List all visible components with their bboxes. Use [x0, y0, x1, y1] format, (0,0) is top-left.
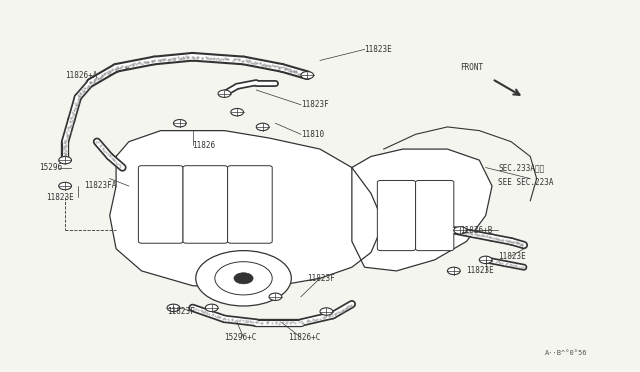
Text: FRONT: FRONT: [460, 63, 483, 72]
Circle shape: [218, 90, 231, 97]
Text: 11826+C: 11826+C: [288, 333, 321, 342]
Text: SEE SEC.223A: SEE SEC.223A: [499, 178, 554, 187]
Text: 11823FA: 11823FA: [84, 182, 116, 190]
Text: 15296: 15296: [40, 163, 63, 172]
Text: 11826: 11826: [193, 141, 216, 150]
Circle shape: [173, 119, 186, 127]
Circle shape: [447, 267, 460, 275]
Circle shape: [301, 71, 314, 79]
Circle shape: [196, 251, 291, 306]
Circle shape: [320, 308, 333, 315]
FancyBboxPatch shape: [378, 180, 415, 251]
Text: A··B^°0°56: A··B^°0°56: [545, 350, 588, 356]
Text: 11823E: 11823E: [467, 266, 494, 275]
Text: 15296+C: 15296+C: [225, 333, 257, 342]
Text: 11823F: 11823F: [301, 100, 328, 109]
FancyBboxPatch shape: [415, 180, 454, 251]
Polygon shape: [109, 131, 384, 289]
FancyBboxPatch shape: [228, 166, 272, 243]
Circle shape: [256, 123, 269, 131]
FancyBboxPatch shape: [138, 166, 183, 243]
Circle shape: [454, 227, 467, 234]
Text: SEC.233A参考: SEC.233A参考: [499, 163, 545, 172]
FancyBboxPatch shape: [183, 166, 228, 243]
Circle shape: [205, 304, 218, 311]
Text: 11826+B: 11826+B: [460, 226, 493, 235]
Text: 11823F: 11823F: [307, 274, 335, 283]
Text: 11823E: 11823E: [365, 45, 392, 54]
Circle shape: [167, 304, 180, 311]
Circle shape: [59, 157, 72, 164]
Circle shape: [59, 182, 72, 190]
Circle shape: [479, 256, 492, 263]
Text: 11823F: 11823F: [167, 307, 195, 316]
Text: 11810: 11810: [301, 130, 324, 139]
Text: 11826+A: 11826+A: [65, 71, 97, 80]
Circle shape: [269, 293, 282, 301]
Polygon shape: [352, 149, 492, 271]
Text: 11823E: 11823E: [46, 193, 74, 202]
Circle shape: [231, 109, 244, 116]
Text: 11823E: 11823E: [499, 251, 526, 261]
Circle shape: [234, 273, 253, 284]
